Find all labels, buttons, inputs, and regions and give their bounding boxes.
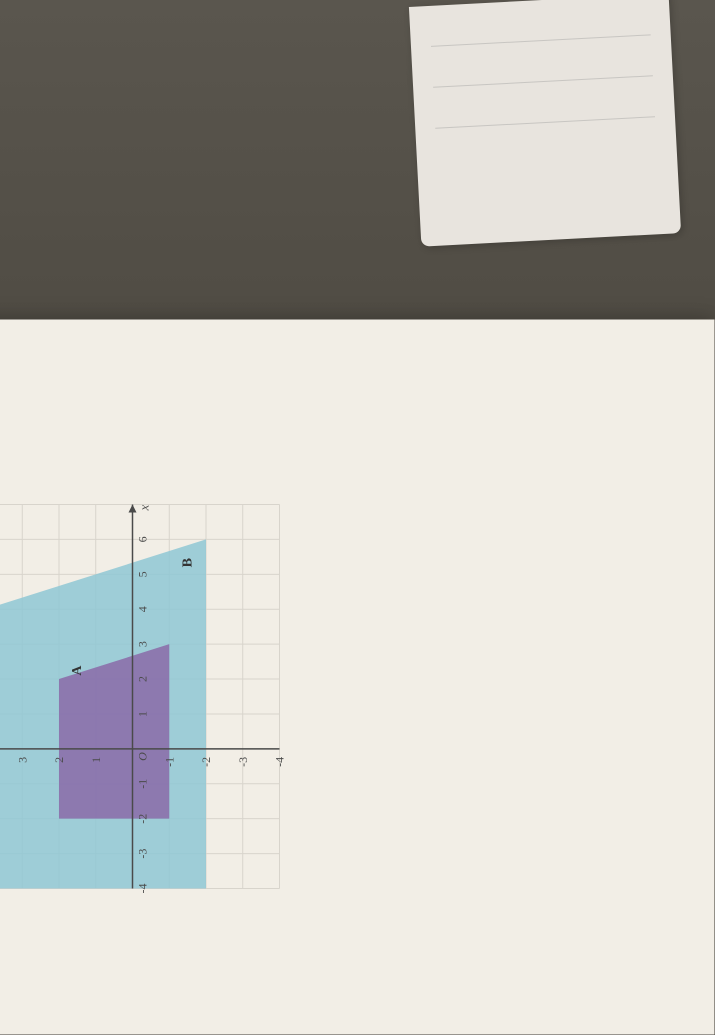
textbook-page: 9 Segitiga ABC dengan A(−2,3), B(4,1), C… <box>0 320 715 1035</box>
svg-text:-1: -1 <box>163 757 177 767</box>
svg-text:B: B <box>181 558 196 567</box>
svg-text:-2: -2 <box>199 757 213 767</box>
svg-text:5: 5 <box>136 571 150 577</box>
svg-text:2: 2 <box>52 757 66 763</box>
svg-text:1: 1 <box>136 711 150 717</box>
svg-text:A: A <box>71 665 86 676</box>
svg-text:-4: -4 <box>273 757 287 767</box>
graph-container: -4-3-2-1123456-4-3-2-11234xyOAB <box>0 390 298 907</box>
svg-text:-1: -1 <box>136 779 150 789</box>
svg-text:-3: -3 <box>136 849 150 859</box>
svg-text:3: 3 <box>16 757 30 763</box>
svg-text:1: 1 <box>89 757 103 763</box>
svg-text:x: x <box>137 505 152 512</box>
svg-text:3: 3 <box>136 641 150 647</box>
background-notebook <box>409 0 681 247</box>
dilation-graph: -4-3-2-1123456-4-3-2-11234xyOAB <box>0 487 298 907</box>
svg-text:O: O <box>136 752 150 761</box>
svg-text:4: 4 <box>136 606 150 612</box>
svg-text:-3: -3 <box>236 757 250 767</box>
desk-background: 9 Segitiga ABC dengan A(−2,3), B(4,1), C… <box>0 0 715 1034</box>
svg-text:-4: -4 <box>136 884 150 894</box>
svg-text:6: 6 <box>136 536 150 542</box>
svg-text:-2: -2 <box>136 814 150 824</box>
svg-text:2: 2 <box>136 676 150 682</box>
